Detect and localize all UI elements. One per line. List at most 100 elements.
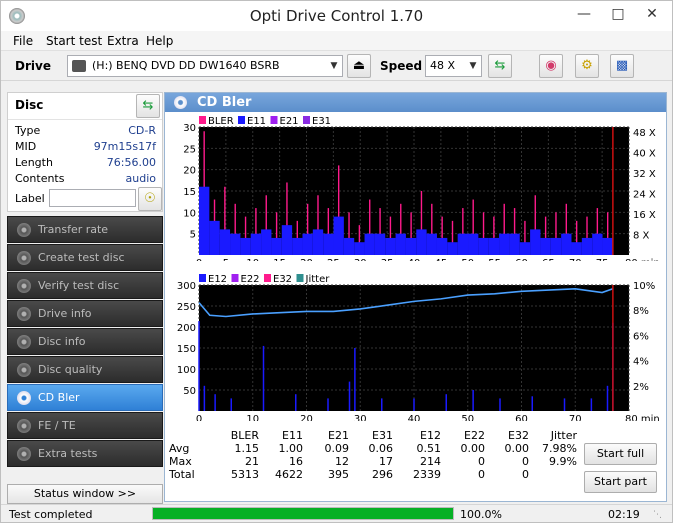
close-icon[interactable]: ✕: [646, 6, 658, 22]
chevron-down-icon: ▼: [330, 61, 338, 71]
speed-select[interactable]: 48 X ▼: [425, 55, 482, 77]
settings-button[interactable]: ⚙: [575, 54, 599, 78]
stats-col-header: Jitter: [550, 429, 577, 442]
legend-label: E21: [280, 116, 299, 127]
nav-disc-quality[interactable]: Disc quality: [7, 356, 163, 383]
title-bar: Opti Drive Control 1.70 — □ ✕: [1, 1, 672, 31]
stats-cell: 0: [522, 455, 529, 468]
x-tick-label: 50: [461, 414, 474, 421]
minimize-icon[interactable]: —: [577, 6, 591, 22]
nav-cd-bler[interactable]: CD Bler: [7, 384, 163, 411]
e11-bar: [302, 233, 313, 255]
e11-bar: [550, 237, 562, 255]
drive-toolbar: Drive (H:) BENQ DVD DD DW1640 BSRB ▼ ⏏ S…: [1, 51, 672, 81]
x-tick-label: 75: [596, 258, 609, 261]
y-tick-label: 5: [190, 230, 196, 241]
progress-text: 100.0%: [460, 508, 502, 521]
menu-help[interactable]: Help: [146, 34, 174, 48]
menu-file[interactable]: File: [13, 34, 34, 48]
stats-cell: Avg: [169, 442, 190, 455]
nav-label: Disc info: [38, 335, 86, 348]
resize-grip-icon[interactable]: ⋱: [653, 510, 662, 520]
tools-icon: ⚙: [581, 58, 593, 73]
nav-disc-info[interactable]: Disc info: [7, 328, 163, 355]
x-tick-label: 50: [461, 258, 474, 261]
x-tick-label: 0: [196, 414, 202, 421]
progress-bar: [152, 507, 454, 520]
nav-create-test-disc[interactable]: Create test disc: [7, 244, 163, 271]
window-title: Opti Drive Control 1.70: [249, 7, 424, 25]
e11-bar: [488, 237, 500, 255]
stats-cell: 0.06: [368, 442, 394, 455]
disc-value: 76:56.00: [106, 156, 156, 169]
disc-panel: Disc ⇆ Type CD-R MID 97m15s17f Length 76…: [7, 92, 163, 212]
legend-swatch: [238, 116, 245, 124]
x-tick-label: 20: [300, 258, 313, 261]
speed-label: Speed: [380, 59, 423, 73]
refresh-speed-button[interactable]: ⇆: [488, 54, 512, 78]
x-tick-label: 10: [246, 258, 259, 261]
disc-header: Disc: [15, 98, 44, 112]
y2-tick-label: 40 X: [633, 149, 656, 160]
nav-label: Transfer rate: [38, 223, 109, 236]
app-disc-icon: [9, 8, 25, 24]
drive-select[interactable]: (H:) BENQ DVD DD DW1640 BSRB ▼: [67, 55, 343, 77]
e11-bar: [561, 233, 572, 255]
menu-extra[interactable]: Extra: [107, 34, 139, 48]
nav-label: FE / TE: [38, 419, 76, 432]
legend-swatch: [264, 274, 271, 282]
y-tick-label: 25: [183, 144, 196, 155]
x-tick-label: 10: [246, 414, 259, 421]
stats-col-header: BLER: [230, 429, 259, 442]
disc-row-mid: MID 97m15s17f: [15, 140, 156, 156]
y-tick-label: 250: [177, 302, 196, 313]
e11-bar: [426, 233, 437, 255]
e11-bar: [592, 233, 603, 255]
start-part-button[interactable]: Start part: [584, 471, 657, 493]
x-tick-label: 20: [300, 414, 313, 421]
disc-value: 97m15s17f: [93, 140, 156, 153]
nav-drive-info[interactable]: Drive info: [7, 300, 163, 327]
x-tick-label: 70: [569, 258, 582, 261]
stats-cell: 9.9%: [549, 455, 577, 468]
nav-extra-tests[interactable]: Extra tests: [7, 440, 163, 467]
e11-bar: [199, 186, 210, 255]
e11-bar: [457, 233, 469, 255]
x-tick-label: 5: [223, 258, 229, 261]
stats-col-header: E31: [372, 429, 393, 442]
e11-bar: [230, 233, 241, 255]
nav-label: Create test disc: [38, 251, 125, 264]
erase-button[interactable]: ◉: [539, 54, 563, 78]
stats-cell: 296: [372, 468, 393, 481]
bler-chart: BLER E11 E21 E31 5 10 15 20 25 30 8 X 16 X 24 X 32 X 4…: [183, 116, 660, 261]
menu-bar: File Start test Extra Help: [1, 31, 672, 51]
stats-cell: 214: [420, 455, 441, 468]
menu-start-test[interactable]: Start test: [46, 34, 103, 48]
panel-header: CD Bler: [165, 93, 666, 112]
nav-transfer-rate[interactable]: Transfer rate: [7, 216, 163, 243]
disc-key: Length: [15, 156, 53, 169]
legend-swatch: [231, 274, 239, 282]
disc-label-input[interactable]: [49, 189, 136, 207]
e11-bar: [364, 233, 375, 255]
nav-label: Verify test disc: [38, 279, 120, 292]
e11-bar: [292, 237, 303, 255]
status-window-button[interactable]: Status window >>: [7, 484, 163, 504]
e12-jitter-chart: E12 E22 E32 Jitter501001502002503002%4%6%8%…: [177, 274, 660, 421]
refresh-disc-button[interactable]: ⇆: [136, 94, 160, 118]
y-tick-label: 15: [183, 187, 196, 198]
start-full-button[interactable]: Start full: [584, 443, 657, 465]
legend-label: E22: [241, 274, 260, 285]
maximize-icon[interactable]: □: [611, 6, 625, 22]
disc-label-button[interactable]: ☉: [138, 187, 162, 211]
nav-fe-te[interactable]: FE / TE: [7, 412, 163, 439]
disc-value: CD-R: [128, 124, 156, 137]
eject-icon: ⏏: [352, 58, 366, 73]
speed-select-value: 48 X: [430, 59, 456, 72]
nav-label: Extra tests: [38, 447, 98, 460]
save-button[interactable]: ▩: [610, 54, 634, 78]
eject-button[interactable]: ⏏: [347, 54, 371, 78]
nav-verify-test-disc[interactable]: Verify test disc: [7, 272, 163, 299]
disc-icon: [17, 223, 31, 237]
x-tick-label: 40: [408, 414, 421, 421]
